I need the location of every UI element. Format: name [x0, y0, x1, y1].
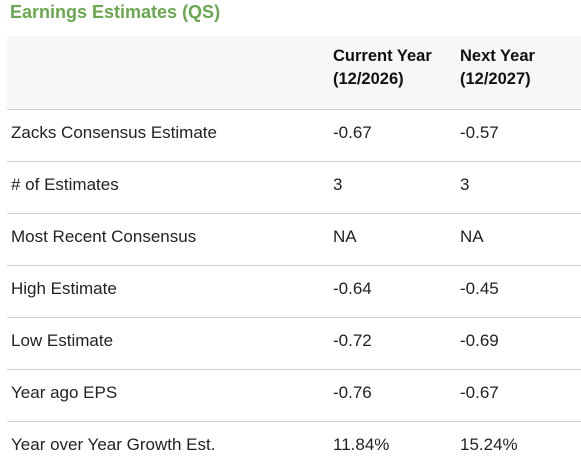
table-row: Most Recent Consensus NA NA — [7, 214, 581, 266]
current-year-value: -0.76 — [333, 383, 372, 402]
row-label: Low Estimate — [11, 331, 114, 350]
row-label: Year over Year Growth Est. — [11, 435, 216, 454]
row-label: Most Recent Consensus — [11, 227, 197, 246]
panel-title: Earnings Estimates (QS) — [10, 2, 221, 22]
column-header-next-year: Next Year (12/2027) — [460, 45, 535, 91]
row-label: High Estimate — [11, 279, 117, 298]
row-label: Zacks Consensus Estimate — [11, 123, 217, 142]
next-year-value: 3 — [460, 175, 470, 194]
current-year-value: -0.72 — [333, 331, 372, 350]
next-year-value: NA — [460, 227, 484, 246]
row-label: # of Estimates — [11, 175, 119, 194]
current-year-value: NA — [333, 227, 357, 246]
column-header-current-year-label: Current Year — [333, 47, 432, 65]
row-label: Year ago EPS — [11, 383, 118, 402]
table-row: High Estimate -0.64 -0.45 — [7, 266, 581, 318]
next-year-value: 15.24% — [460, 435, 518, 454]
current-year-value: 3 — [333, 175, 343, 194]
table-row: Year ago EPS -0.76 -0.67 — [7, 370, 581, 422]
column-header-current-year: Current Year (12/2026) — [333, 45, 432, 91]
next-year-value: -0.69 — [460, 331, 499, 350]
next-year-value: -0.57 — [460, 123, 499, 142]
next-year-value: -0.45 — [460, 279, 499, 298]
next-year-value: -0.67 — [460, 383, 499, 402]
estimates-table: Current Year (12/2026) Next Year (12/202… — [7, 36, 581, 461]
column-header-next-year-date: (12/2027) — [460, 70, 531, 88]
column-header-current-year-date: (12/2026) — [333, 70, 404, 88]
current-year-value: -0.64 — [333, 279, 372, 298]
table-header: Current Year (12/2026) Next Year (12/202… — [7, 36, 581, 110]
table-row: Low Estimate -0.72 -0.69 — [7, 318, 581, 370]
table-row: # of Estimates 3 3 — [7, 162, 581, 214]
table-row: Year over Year Growth Est. 11.84% 15.24% — [7, 422, 581, 461]
current-year-value: 11.84% — [333, 435, 390, 454]
current-year-value: -0.67 — [333, 123, 372, 142]
table-row: Zacks Consensus Estimate -0.67 -0.57 — [7, 110, 581, 162]
column-header-next-year-label: Next Year — [460, 47, 535, 65]
